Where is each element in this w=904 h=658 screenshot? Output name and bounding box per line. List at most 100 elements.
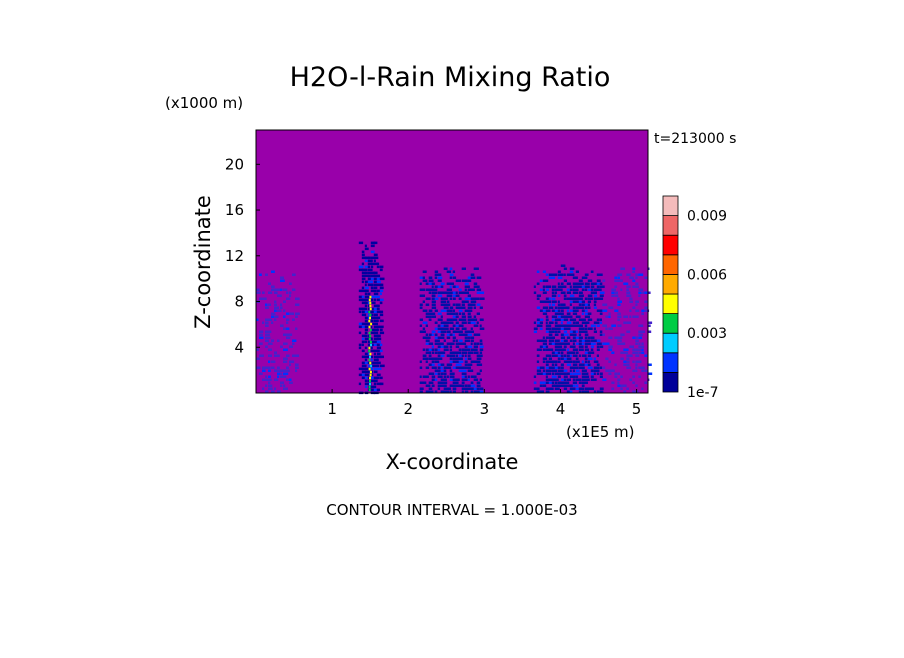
rain-cell xyxy=(554,309,558,312)
rain-cell xyxy=(268,366,271,369)
rain-cell xyxy=(373,331,379,335)
rain-cell xyxy=(434,327,440,330)
rain-cell xyxy=(557,276,563,279)
rain-cell xyxy=(536,390,540,393)
rain-cell xyxy=(551,378,557,381)
rain-cell xyxy=(364,307,368,311)
rain-cell xyxy=(551,366,557,369)
rain-cell xyxy=(641,312,644,315)
rain-cell xyxy=(539,300,543,303)
rain-cell xyxy=(581,300,585,303)
rain-cell xyxy=(286,318,290,321)
rain-cell xyxy=(551,354,557,357)
rain-cell xyxy=(470,375,475,378)
rain-cell xyxy=(626,348,629,351)
rain-cell xyxy=(289,312,294,315)
rain-cell xyxy=(295,327,298,330)
footer-contour-interval: CONTOUR INTERVAL = 1.000E-03 xyxy=(326,501,577,519)
rain-cell xyxy=(446,348,449,351)
rain-cell xyxy=(452,324,456,327)
rain-cell xyxy=(533,327,538,330)
rain-cell xyxy=(286,291,289,294)
rain-cell xyxy=(464,387,468,390)
rain-cell xyxy=(476,297,480,300)
rain-cell xyxy=(590,345,595,348)
rain-cell xyxy=(635,348,639,351)
rain-cell xyxy=(358,373,364,377)
rain-cell xyxy=(539,390,544,393)
rain-cell xyxy=(581,378,587,381)
rain-cell xyxy=(440,351,446,354)
rain-cell xyxy=(422,354,427,357)
rain-cell xyxy=(578,381,582,384)
rain-cell xyxy=(575,291,579,294)
rain-cell xyxy=(569,384,575,387)
rain-cell xyxy=(280,288,283,291)
rain-cell xyxy=(470,288,475,291)
rain-cell xyxy=(533,321,536,324)
rain-cell xyxy=(277,309,282,312)
rain-cell xyxy=(373,310,379,314)
rain-cell xyxy=(458,309,463,312)
rain-cell xyxy=(437,348,441,351)
rain-cell xyxy=(274,306,279,309)
rain-cell xyxy=(379,313,384,317)
rain-cell xyxy=(440,309,446,312)
rain-cell xyxy=(644,309,650,312)
rain-cell xyxy=(467,369,472,372)
rain-cell xyxy=(461,354,464,357)
rain-cell xyxy=(581,285,587,288)
rain-cell xyxy=(641,387,644,390)
rain-cell xyxy=(437,363,443,366)
rain-cell xyxy=(446,312,451,315)
rain-cell xyxy=(449,327,455,330)
rain-cell xyxy=(584,276,588,279)
rain-cell xyxy=(563,384,568,387)
rain-cell xyxy=(545,300,550,303)
rain-cell xyxy=(449,318,453,321)
colorbar-label: 0.006 xyxy=(687,267,727,283)
colorbar-label: 0.009 xyxy=(687,209,727,225)
rain-cell xyxy=(545,327,551,330)
rain-cell xyxy=(590,288,594,291)
rain-cell xyxy=(277,372,281,375)
rain-cell xyxy=(376,304,380,308)
rain-cell xyxy=(557,303,561,306)
rain-cell xyxy=(581,375,586,378)
rain-cell xyxy=(373,361,378,365)
rain-cell xyxy=(431,294,436,297)
rain-cell xyxy=(440,297,445,300)
rain-cell xyxy=(599,372,603,375)
rain-cell xyxy=(280,384,283,387)
rain-cell xyxy=(379,283,384,287)
rain-cell xyxy=(587,297,592,300)
rain-cell xyxy=(584,336,588,339)
rain-cell xyxy=(572,291,577,294)
rain-cell xyxy=(641,369,645,372)
rain-cell xyxy=(443,366,449,369)
rain-cell xyxy=(458,357,463,360)
rain-cell xyxy=(551,375,557,378)
colorbar-label: 1e-7 xyxy=(687,385,718,401)
rain-cell xyxy=(449,288,452,291)
rain-cell xyxy=(632,381,635,384)
rain-cell xyxy=(449,390,452,393)
rain-cell xyxy=(265,324,269,327)
rain-cell xyxy=(479,318,484,321)
rain-cell xyxy=(569,333,574,336)
rain-cell xyxy=(617,342,622,345)
rain-cell xyxy=(593,288,598,291)
rain-cell xyxy=(364,310,370,314)
rain-cell xyxy=(584,327,588,330)
rain-cell xyxy=(461,327,467,330)
rain-cell xyxy=(623,348,628,351)
rain-cell xyxy=(584,372,589,375)
rain-cell xyxy=(367,259,373,263)
rain-cell xyxy=(605,369,610,372)
rain-cell xyxy=(268,282,271,285)
rain-cell xyxy=(286,378,290,381)
rain-cell xyxy=(370,340,375,344)
rain-cell xyxy=(364,256,370,260)
rain-cell xyxy=(569,288,573,291)
rain-cell xyxy=(379,286,384,290)
